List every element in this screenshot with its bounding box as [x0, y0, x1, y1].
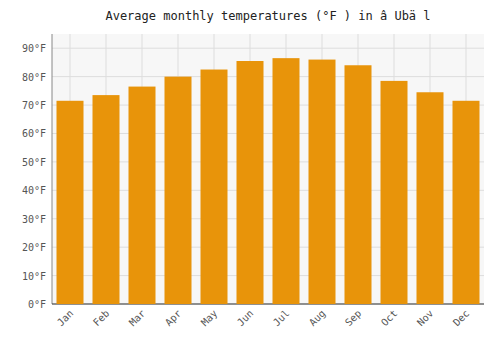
y-tick-label: 0°F	[28, 299, 46, 310]
bar	[201, 70, 228, 304]
bar	[93, 95, 120, 304]
bar	[453, 101, 480, 304]
x-tick-label: Aug	[307, 308, 328, 329]
y-tick-label: 70°F	[22, 100, 46, 111]
y-grid-line	[52, 48, 484, 49]
x-tick-label: Apr	[163, 308, 184, 329]
axes: 0°F 10°F 20°F 30°F 40°F 50°F 60°F 70°F 80°F 90°F J…	[22, 34, 484, 328]
x-tick-label: Jul	[271, 308, 292, 329]
bar	[273, 58, 300, 304]
bar	[237, 61, 264, 304]
bar	[345, 65, 372, 304]
chart-container: 0°F 10°F 20°F 30°F 40°F 50°F 60°F 70°F 80°F 90°F J…	[0, 0, 500, 350]
title: Average monthly temperatures (°F ) in â …	[105, 9, 430, 23]
bar	[57, 101, 84, 304]
y-tick-label: 90°F	[22, 43, 46, 54]
bar	[381, 81, 408, 304]
y-axis-line	[52, 34, 53, 304]
x-tick-label: Oct	[379, 308, 400, 329]
x-tick-label: Mar	[127, 308, 148, 329]
y-grid-line	[52, 76, 484, 77]
chart: 0°F 10°F 20°F 30°F 40°F 50°F 60°F 70°F 80°F 90°F J…	[0, 0, 500, 350]
bar	[165, 77, 192, 304]
y-tick-label: 10°F	[22, 271, 46, 282]
x-tick-label: Nov	[415, 308, 436, 329]
x-tick-label: Dec	[451, 308, 472, 329]
y-tick-label: 80°F	[22, 72, 46, 83]
plot-background	[52, 34, 484, 304]
x-tick-label: May	[199, 308, 220, 329]
bar	[129, 87, 156, 304]
y-tick-label: 50°F	[22, 157, 46, 168]
y-tick-label: 20°F	[22, 242, 46, 253]
bars	[57, 58, 480, 304]
grid	[52, 34, 484, 304]
x-tick-label: Jan	[55, 308, 76, 329]
bar	[309, 60, 336, 304]
y-tick-label: 40°F	[22, 185, 46, 196]
x-tick-label: Feb	[91, 308, 112, 329]
x-tick-label: Jun	[235, 308, 256, 329]
y-tick-label: 60°F	[22, 128, 46, 139]
bar	[417, 92, 444, 304]
x-tick-label: Sep	[343, 308, 364, 329]
y-tick-label: 30°F	[22, 214, 46, 225]
